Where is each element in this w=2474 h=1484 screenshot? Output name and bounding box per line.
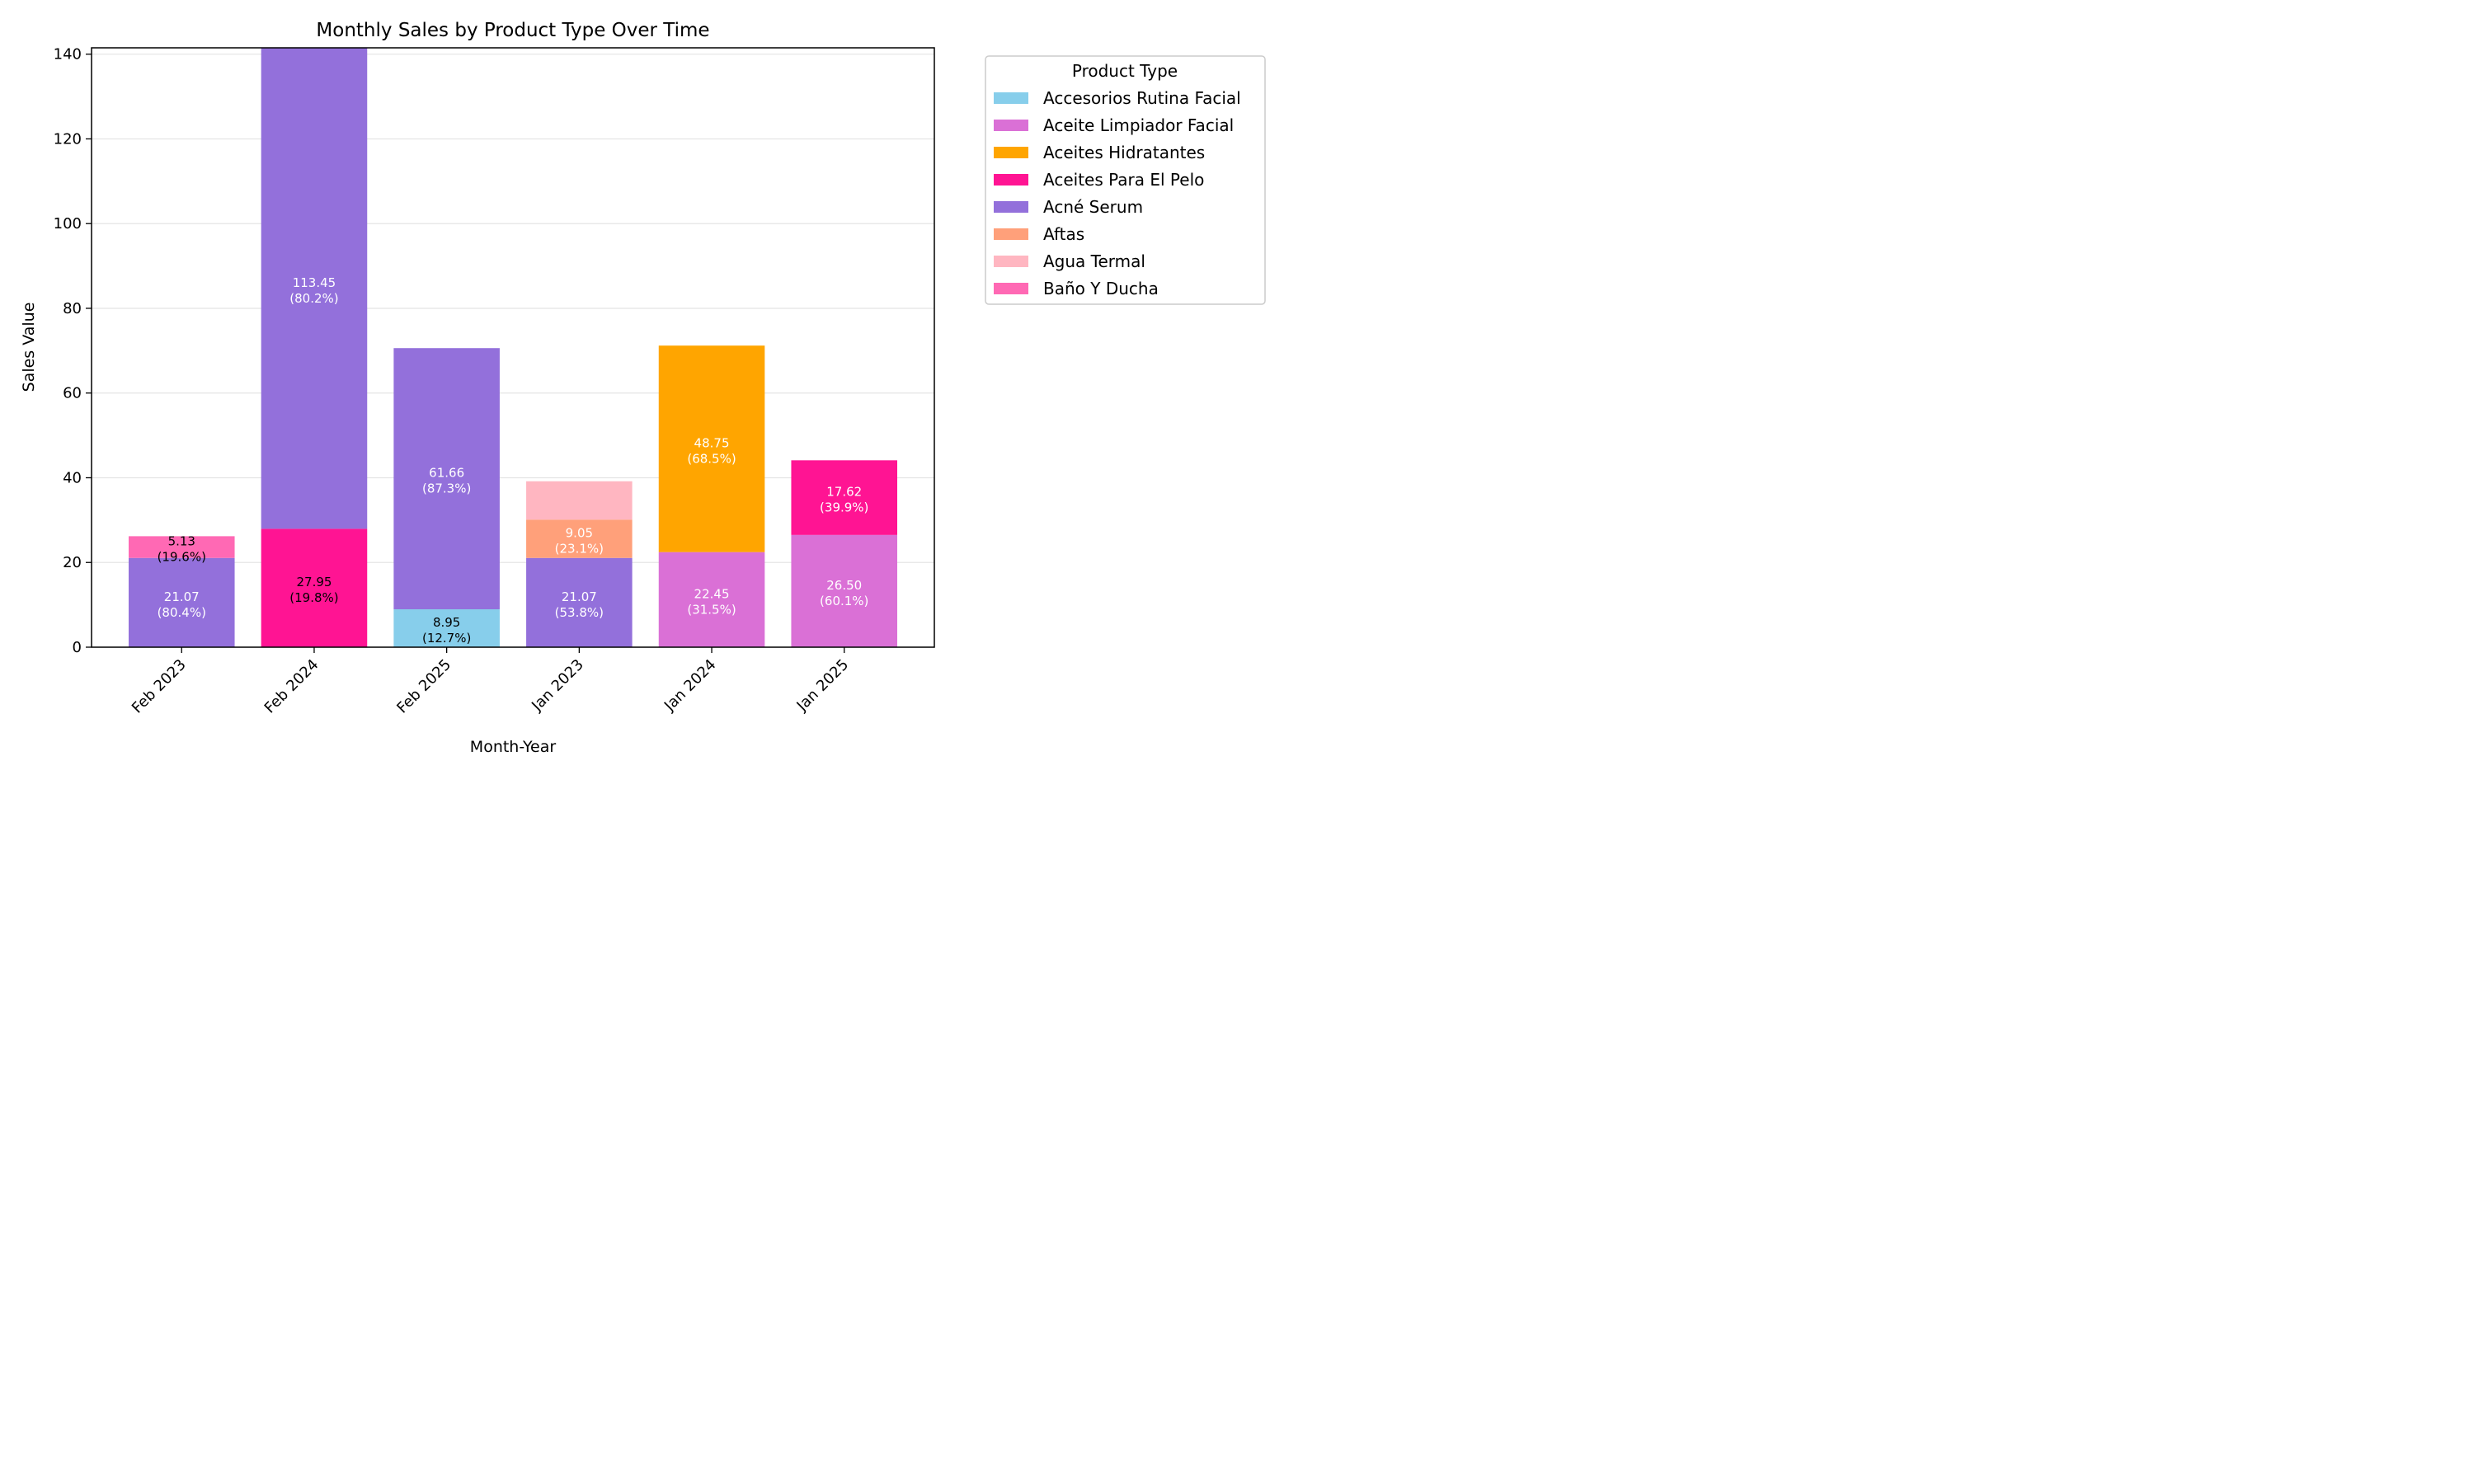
bar-segment-aftas (526, 519, 633, 558)
x-tick-label: Jan 2023 (528, 656, 587, 716)
plot-frame (91, 47, 935, 648)
y-tick-label: 20 (63, 554, 82, 571)
x-tick-label: Feb 2023 (129, 656, 190, 717)
legend-entry-label: Aceites Para El Pelo (1043, 170, 1204, 190)
y-tick-label: 100 (54, 215, 82, 232)
bar-segment-acne-serum (393, 348, 500, 610)
legend-swatch (994, 201, 1028, 213)
y-axis-label: Sales Value (20, 303, 38, 392)
segment-value-label: 61.66 (87.3%) (422, 466, 471, 496)
segment-value-label: 8.95 (12.7%) (422, 615, 471, 646)
segment-value-label: 21.07 (53.8%) (555, 589, 604, 620)
legend-entry-label: Aceite Limpiador Facial (1043, 115, 1234, 135)
legend-entry-label: Accesorios Rutina Facial (1043, 88, 1241, 108)
bar-segment-aceites-para-el-pelo (791, 460, 898, 535)
chart-title: Monthly Sales by Product Type Over Time (316, 20, 709, 41)
segment-value-label: 5.13 (19.6%) (158, 534, 206, 565)
y-tick-label: 40 (63, 469, 82, 486)
chart: Monthly Sales by Product Type Over Time … (20, 20, 1266, 756)
x-axis: Feb 2023 Feb 2024 Feb 2025 Jan 2023 Jan 2024… (129, 647, 852, 717)
y-tick-label: 0 (73, 639, 82, 656)
x-tick-label: Jan 2024 (661, 656, 720, 716)
legend-swatch (994, 283, 1028, 294)
legend-swatch (994, 256, 1028, 267)
x-axis-label: Month-Year (470, 738, 557, 756)
y-tick-label: 140 (54, 46, 82, 63)
legend-swatch (994, 174, 1028, 186)
legend-swatch (994, 120, 1028, 131)
legend-entry-label: Aftas (1043, 224, 1084, 244)
bar-segment-acne-serum (128, 557, 235, 647)
segment-value-label: 26.50 (60.1%) (820, 578, 868, 608)
bar-segment-aceites-hidratantes (658, 345, 765, 552)
bars (128, 48, 898, 647)
x-tick-label: Jan 2025 (793, 656, 853, 716)
bar-segment-aceites-para-el-pelo (261, 528, 368, 647)
legend-entry-label: Aceites Hidratantes (1043, 143, 1205, 162)
segment-value-label: 17.62 (39.9%) (820, 485, 868, 515)
segment-value-label: 27.95 (19.8%) (289, 575, 338, 605)
bar-segment-agua-termal (526, 481, 633, 520)
legend: Product Type Accesorios Rutina Facial Ace… (985, 55, 1266, 305)
x-tick-label: Feb 2025 (393, 656, 454, 717)
y-tick-label: 120 (54, 130, 82, 148)
bar-segment-acne-serum (526, 557, 633, 647)
bar-segment-bano-y-ducha (128, 536, 235, 558)
y-tick-label: 80 (63, 300, 82, 317)
segment-labels: 21.07 (80.4%) 5.13 (19.6%) 27.95 (19.8%) 113.4… (158, 275, 869, 646)
bar-segment-acne-serum (261, 48, 368, 529)
x-tick-label: Feb 2024 (261, 656, 322, 717)
legend-swatch (994, 228, 1028, 240)
legend-swatch (994, 147, 1028, 158)
segment-value-label: 22.45 (31.5%) (687, 586, 736, 617)
y-tick-label: 60 (63, 385, 82, 402)
legend-entry-label: Acné Serum (1043, 197, 1143, 217)
legend-entry-label: Baño Y Ducha (1043, 279, 1159, 298)
segment-value-label: 9.05 (23.1%) (555, 525, 604, 556)
legend-entry-label: Agua Termal (1043, 251, 1145, 271)
segment-value-label: 48.75 (68.5%) (687, 435, 736, 466)
bar-segment-aceite-limpiador-facial (791, 534, 898, 647)
segment-value-label: 21.07 (80.4%) (158, 589, 206, 620)
bar-segment-accesorios-rutina-facial (393, 609, 500, 647)
y-axis: 0 20 40 60 80 100 120 140 (54, 46, 92, 656)
legend-swatch (994, 92, 1028, 104)
bar-segment-aceite-limpiador-facial (658, 552, 765, 647)
legend-title: Product Type (1072, 61, 1178, 81)
legend-frame (985, 55, 1266, 305)
segment-value-label: 113.45 (80.2%) (289, 275, 338, 306)
